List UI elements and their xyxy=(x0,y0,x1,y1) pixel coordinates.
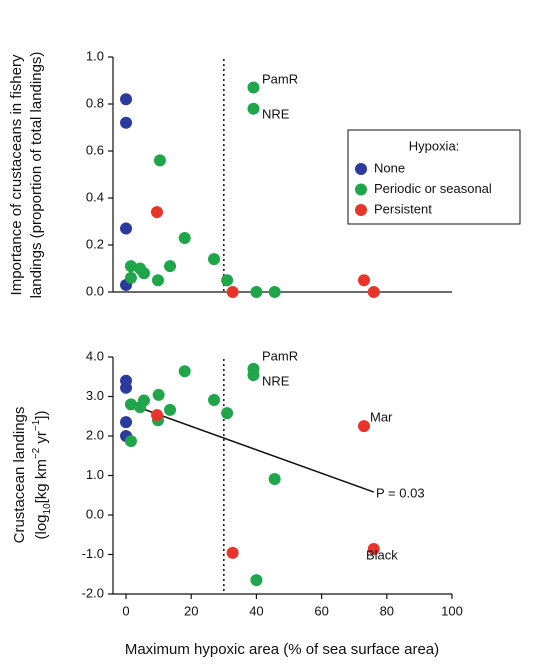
legend-title: Hypoxia: xyxy=(409,138,460,153)
y-tick-label: 2.0 xyxy=(86,427,104,442)
point xyxy=(137,267,150,280)
annotation: NRE xyxy=(262,106,290,121)
x-tick-label: 100 xyxy=(441,603,463,618)
annotation: PamR xyxy=(262,348,298,363)
point xyxy=(124,271,137,284)
point xyxy=(164,260,177,273)
y-tick-label: 1.0 xyxy=(86,48,104,63)
point xyxy=(151,274,164,287)
point xyxy=(367,286,380,298)
y-tick-label: 0.4 xyxy=(86,189,104,204)
point xyxy=(124,260,137,273)
point xyxy=(357,274,370,287)
y-axis-label-part: yr xyxy=(33,431,50,448)
annotation: Black xyxy=(366,547,398,562)
point xyxy=(208,253,221,266)
point xyxy=(268,473,281,486)
legend-label: Periodic or seasonal xyxy=(374,181,492,196)
point xyxy=(208,394,221,407)
y-tick-label: 1.0 xyxy=(86,467,104,482)
point xyxy=(124,435,137,448)
legend-marker xyxy=(355,163,367,175)
point xyxy=(221,407,234,420)
point xyxy=(247,102,260,115)
x-tick-label: 80 xyxy=(380,603,394,618)
point xyxy=(247,81,260,94)
y-tick-label: 0.0 xyxy=(86,283,104,298)
y-axis-label-part: −2 xyxy=(31,447,42,459)
y-tick-label: 3.0 xyxy=(86,388,104,403)
y-axis-label-part: ]) xyxy=(33,411,50,420)
point xyxy=(250,286,263,298)
legend-marker xyxy=(355,204,367,216)
legend-label: Persistent xyxy=(374,201,432,216)
x-axis-label: Maximum hypoxic area (% of sea surface a… xyxy=(125,641,439,658)
y-axis-label-part: −1 xyxy=(31,419,42,431)
y-axis-label-part: 10 xyxy=(42,503,53,515)
point xyxy=(120,93,133,106)
point xyxy=(226,546,239,559)
point xyxy=(268,286,281,298)
y-axis-label-part: (log xyxy=(33,514,50,539)
annotation: PamR xyxy=(262,71,298,86)
point xyxy=(120,381,133,394)
point xyxy=(124,398,137,411)
point xyxy=(137,394,150,407)
legend-marker xyxy=(355,183,367,196)
annotation: NRE xyxy=(262,373,290,388)
x-tick-label: 20 xyxy=(184,603,198,618)
point xyxy=(120,116,133,129)
annotation: P = 0.03 xyxy=(376,485,425,500)
point xyxy=(153,154,166,167)
y-axis-label: (log10[kg km−2 yr−1]) xyxy=(31,411,53,540)
y-tick-label: 0.0 xyxy=(86,506,104,521)
point xyxy=(178,365,191,378)
point xyxy=(357,420,370,433)
y-tick-label: 0.8 xyxy=(86,95,104,110)
y-tick-label: -1.0 xyxy=(82,546,104,561)
point xyxy=(152,388,165,401)
point xyxy=(164,403,177,416)
y-tick-label: -2.0 xyxy=(82,585,104,600)
y-tick-label: 0.2 xyxy=(86,236,104,251)
y-axis-label: landings (proportion of total landings) xyxy=(28,52,45,299)
legend-box xyxy=(347,129,521,225)
y-tick-label: 0.6 xyxy=(86,142,104,157)
point xyxy=(120,222,133,235)
point xyxy=(151,206,164,219)
legend-label: None xyxy=(374,160,405,175)
x-tick-label: 40 xyxy=(249,603,263,618)
point xyxy=(120,416,133,429)
y-tick-label: 4.0 xyxy=(86,348,104,363)
x-tick-label: 0 xyxy=(122,603,129,618)
y-axis-label: Crustacean landings xyxy=(11,407,28,544)
point xyxy=(221,274,234,287)
point xyxy=(247,369,260,382)
point xyxy=(226,286,239,298)
point xyxy=(151,409,164,422)
y-axis-label: Importance of crustaceans in fishery xyxy=(8,54,25,295)
point xyxy=(367,542,380,555)
x-tick-label: 60 xyxy=(314,603,328,618)
trend-line xyxy=(125,402,375,493)
annotation: Mar xyxy=(370,409,393,424)
point xyxy=(178,231,191,244)
point xyxy=(250,574,263,587)
y-axis-label-part: [kg km xyxy=(33,459,50,503)
